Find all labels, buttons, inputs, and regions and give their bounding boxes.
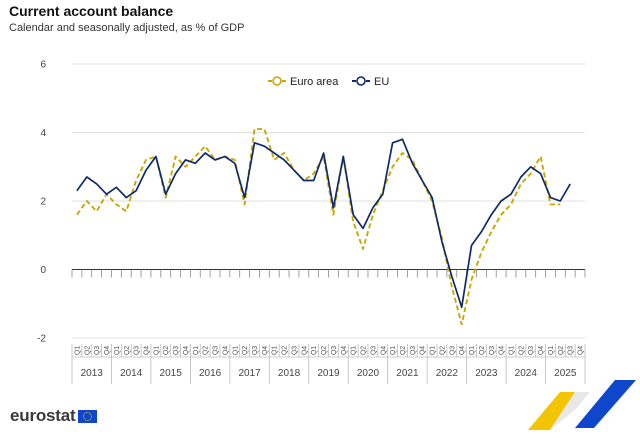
quarter-tick-label: Q4	[262, 346, 269, 355]
quarter-tick-label: Q4	[341, 346, 348, 355]
y-tick-label: 6	[40, 60, 46, 71]
grid-lines	[72, 63, 585, 339]
year-tick-label: 2014	[120, 368, 143, 379]
quarter-tick-label: Q4	[222, 346, 229, 355]
quarter-tick-label: Q3	[252, 346, 259, 355]
quarter-tick-label: Q2	[124, 346, 131, 355]
quarter-tick-label: Q4	[538, 346, 545, 355]
quarter-tick-label: Q4	[578, 346, 585, 355]
quarter-tick-label: Q2	[163, 346, 170, 355]
year-tick-label: 2025	[554, 368, 577, 379]
corner-swoosh-icon	[528, 380, 636, 430]
quarter-tick-label: Q1	[193, 346, 200, 355]
quarter-tick-label: Q2	[439, 346, 446, 355]
year-tick-label: 2018	[278, 368, 301, 379]
quarter-tick-label: Q2	[321, 346, 328, 355]
quarter-tick-label: Q1	[469, 346, 476, 355]
quarter-tick-label: Q2	[203, 346, 210, 355]
quarter-tick-label: Q4	[380, 346, 387, 355]
quarter-tick-label: Q4	[499, 346, 506, 355]
chart-title: Current account balance	[9, 3, 174, 19]
y-tick-label: 0	[40, 265, 46, 276]
chart-subtitle: Calendar and seasonally adjusted, as % o…	[9, 22, 245, 34]
series-line-eu	[76, 138, 571, 309]
quarter-tick-label: Q1	[232, 346, 239, 355]
quarter-tick-label: Q2	[518, 346, 525, 355]
quarter-tick-label: Q4	[459, 346, 466, 355]
quarter-tick-label: Q3	[528, 346, 535, 355]
quarter-tick-label: Q2	[282, 346, 289, 355]
quarter-tick-label: Q1	[548, 346, 555, 355]
year-tick-label: 2019	[317, 368, 340, 379]
quarter-tick-label: Q3	[370, 346, 377, 355]
quarter-tick-label: Q3	[568, 346, 575, 355]
quarter-tick-label: Q4	[420, 346, 427, 355]
year-tick-label: 2015	[160, 368, 183, 379]
year-tick-label: 2021	[396, 368, 419, 379]
footer: eurostat	[10, 406, 98, 426]
y-axis-ticks: -2 0 2 4 6	[37, 60, 46, 345]
legend: Euro area EU	[268, 76, 389, 88]
legend-label: Euro area	[290, 76, 339, 88]
quarter-tick-label: Q2	[558, 346, 565, 355]
quarter-tick-label: Q3	[489, 346, 496, 355]
quarter-tick-label: Q1	[74, 346, 81, 355]
eurostat-logo: eurostat	[10, 406, 76, 425]
year-tick-label: 2013	[81, 368, 104, 379]
y-tick-label: 2	[40, 197, 46, 208]
series-lines	[76, 128, 571, 326]
quarter-tick-label: Q3	[213, 346, 220, 355]
quarter-tick-label: Q1	[351, 346, 358, 355]
year-tick-label: 2024	[515, 368, 538, 379]
quarter-tick-label: Q2	[479, 346, 486, 355]
quarter-tick-label: Q3	[291, 346, 298, 355]
quarter-tick-label: Q3	[134, 346, 141, 355]
year-tick-label: 2020	[357, 368, 380, 379]
year-tick-label: 2016	[199, 368, 222, 379]
quarter-tick-label: Q3	[331, 346, 338, 355]
quarter-tick-label: Q3	[94, 346, 101, 355]
eu-flag-icon	[78, 409, 98, 423]
year-tick-label: 2022	[436, 368, 459, 379]
quarter-tick-label: Q2	[400, 346, 407, 355]
quarter-tick-label: Q2	[242, 346, 249, 355]
quarter-tick-label: Q3	[410, 346, 417, 355]
y-tick-label: -2	[37, 334, 46, 345]
quarter-tick-label: Q1	[390, 346, 397, 355]
quarter-tick-label: Q1	[153, 346, 160, 355]
quarter-tick-label: Q4	[143, 346, 150, 355]
x-axis: Q1 Q2 Q3 Q4 Q1 Q2 Q3 Q4 Q1 Q2 Q3 Q4 Q1 Q2 Q3 Q4 Q1 Q2 Q3 Q4…	[71, 269, 586, 384]
legend-label: EU	[374, 76, 389, 88]
legend-marker	[356, 76, 366, 86]
quarter-tick-label: Q3	[173, 346, 180, 355]
quarter-tick-label: Q4	[104, 346, 111, 355]
legend-marker	[272, 76, 282, 86]
year-tick-label: 2017	[238, 368, 261, 379]
quarter-tick-label: Q1	[114, 346, 121, 355]
quarter-tick-label: Q2	[84, 346, 91, 355]
quarter-tick-label: Q1	[430, 346, 437, 355]
year-tick-label: 2023	[475, 368, 498, 379]
quarter-tick-label: Q1	[272, 346, 279, 355]
quarter-tick-label: Q3	[449, 346, 456, 355]
series-line-euro-area	[76, 128, 561, 326]
quarter-tick-label: Q4	[183, 346, 190, 355]
quarter-tick-label: Q4	[301, 346, 308, 355]
quarter-tick-label: Q1	[509, 346, 516, 355]
y-tick-label: 4	[40, 128, 46, 139]
quarter-tick-label: Q2	[361, 346, 368, 355]
quarter-tick-label: Q1	[311, 346, 318, 355]
